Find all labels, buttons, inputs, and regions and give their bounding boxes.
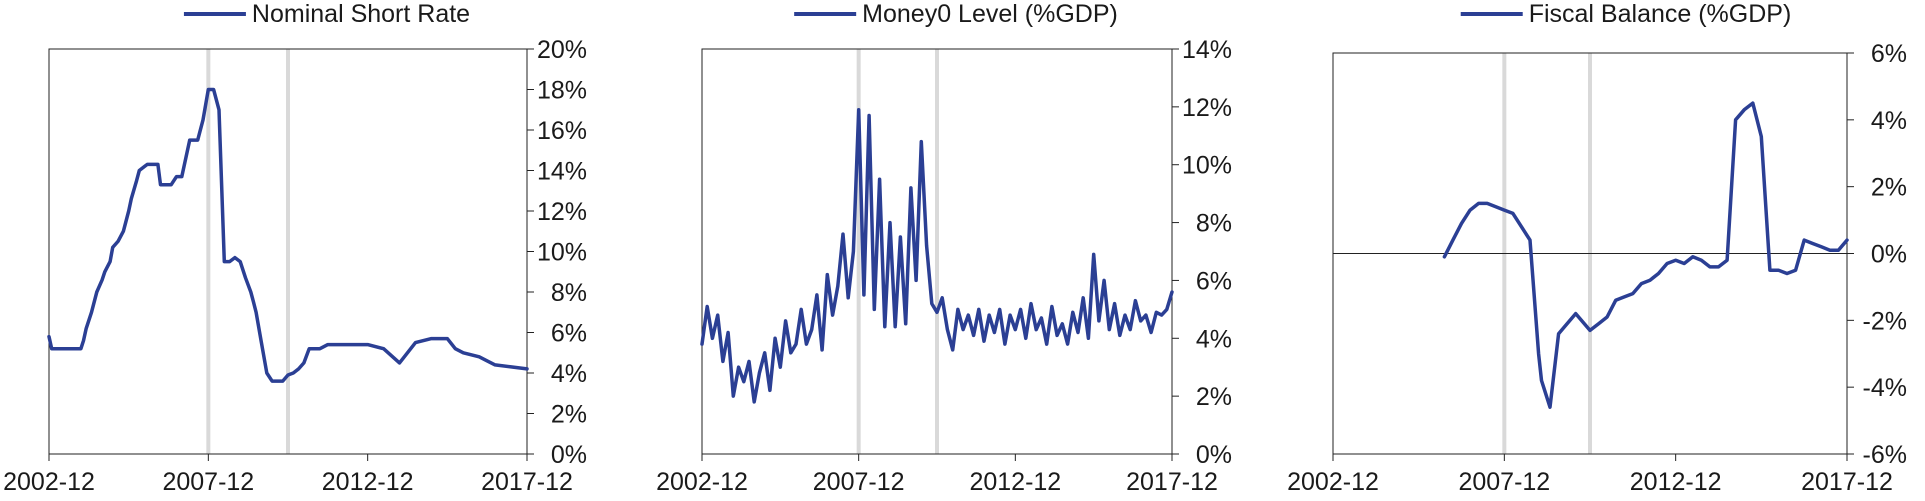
x-tick-label: 2007-12	[1458, 468, 1550, 496]
x-tick-label: 2017-12	[481, 468, 573, 496]
shaded-band	[935, 49, 939, 454]
panel-money0-level: 0% 2% 4% 6% 8% 10% 12% 14% 2002-12 2007-12 2012-12…	[656, 0, 1232, 496]
y-tick-label: 12%	[1182, 94, 1232, 122]
y-tick-label: 14%	[1182, 36, 1232, 64]
x-tick-label: 2012-12	[322, 468, 414, 496]
legend-label: Fiscal Balance (%GDP)	[1529, 0, 1792, 28]
panel-nominal-short-rate: 0% 2% 4% 6% 8% 10% 12% 14% 16% 18% 20% 2002-12 2007-…	[3, 0, 587, 496]
y-tick-label: 6%	[551, 320, 587, 348]
y-tick-label: 18%	[537, 77, 587, 105]
y-tick-label: 20%	[537, 36, 587, 64]
legend-label: Nominal Short Rate	[252, 0, 470, 28]
x-tick-label: 2017-12	[1126, 468, 1218, 496]
y-tick-label: -4%	[1863, 374, 1907, 402]
x-tick-label: 2012-12	[969, 468, 1061, 496]
x-tick-label: 2002-12	[1287, 468, 1379, 496]
shaded-band	[856, 49, 861, 454]
y-tick-label: 4%	[1871, 107, 1907, 135]
plot-frame	[701, 48, 1173, 455]
legend: Money0 Level (%GDP)	[794, 0, 1118, 28]
shaded-band	[286, 49, 290, 454]
y-tick-label: 2%	[1196, 383, 1232, 411]
y-tick-label: 16%	[537, 117, 587, 145]
x-tick-label: 2007-12	[162, 468, 254, 496]
y-tick-label: 4%	[1196, 325, 1232, 353]
y-tick-label: 10%	[537, 239, 587, 267]
y-tick-label: 2%	[551, 401, 587, 429]
y-tick-label: 8%	[1196, 210, 1232, 238]
y-tick-label: 4%	[551, 360, 587, 388]
y-tick-label: 14%	[537, 158, 587, 186]
shaded-band	[206, 49, 211, 454]
y-tick-label: 2%	[1871, 174, 1907, 202]
series-line	[700, 108, 1174, 404]
legend: Nominal Short Rate	[183, 0, 470, 28]
legend: Fiscal Balance (%GDP)	[1460, 0, 1792, 28]
y-tick-label: 8%	[551, 279, 587, 307]
y-tick-label: 0%	[1871, 241, 1907, 269]
y-tick-label: 12%	[537, 198, 587, 226]
series-line	[1442, 101, 1849, 409]
legend-label: Money0 Level (%GDP)	[862, 0, 1118, 28]
x-tick-label: 2012-12	[1630, 468, 1722, 496]
y-tick-label: 6%	[1196, 267, 1232, 295]
x-tick-label: 2002-12	[656, 468, 748, 496]
x-tick-label: 2017-12	[1801, 468, 1893, 496]
x-tick-label: 2002-12	[3, 468, 95, 496]
series-line	[47, 87, 529, 383]
y-tick-label: 0%	[1196, 441, 1232, 469]
y-tick-label: 6%	[1871, 40, 1907, 68]
y-tick-label: 10%	[1182, 152, 1232, 180]
y-tick-label: -6%	[1863, 441, 1907, 469]
x-tick-label: 2007-12	[813, 468, 905, 496]
panel-fiscal-balance: -6% -4% -2% 0% 2% 4% 6% 2002-12 2007-12 2012-12 20…	[1287, 0, 1907, 496]
y-tick-label: 0%	[551, 441, 587, 469]
y-tick-label: -2%	[1863, 307, 1907, 335]
